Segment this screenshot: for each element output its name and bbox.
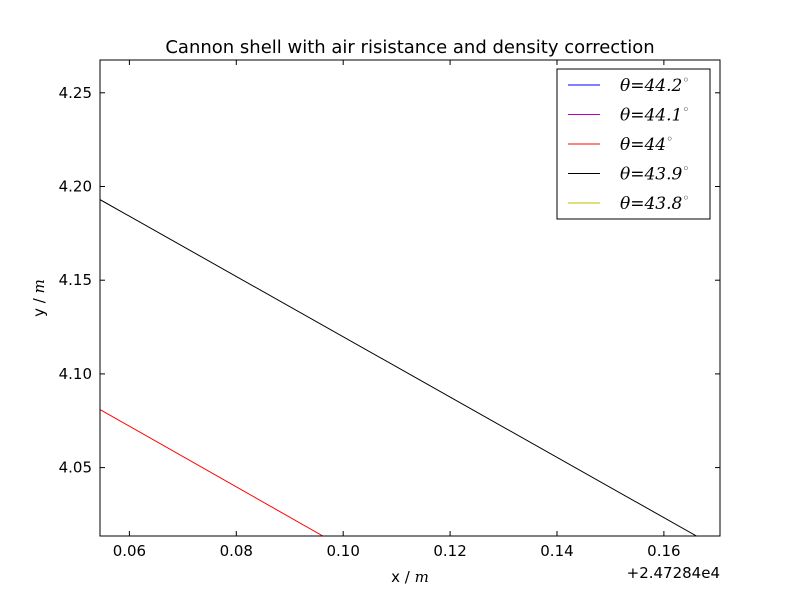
legend: θ=44.2◦ θ=44.1◦ θ=44◦ θ=43.9◦ θ=43.8◦ (556, 68, 711, 220)
x-offset-label: +2.47284e4 (627, 564, 720, 582)
y-tick-label: 4.05 (59, 459, 92, 477)
x-axis: 0.06 0.08 0.10 0.12 0.14 0.16 (113, 60, 681, 560)
y-axis-unit: m (30, 279, 48, 293)
y-axis: 4.05 4.10 4.15 4.20 4.25 (59, 84, 720, 477)
x-tick-label: 0.14 (540, 542, 573, 560)
chart-title: Cannon shell with air risistance and den… (165, 37, 654, 58)
y-tick-label: 4.20 (59, 177, 92, 195)
legend-label-1: θ=44.1◦ (620, 103, 689, 126)
series-line-3 (100, 199, 697, 536)
x-tick-label: 0.06 (113, 542, 146, 560)
legend-label-0: θ=44.2◦ (620, 73, 689, 96)
x-tick-label: 0.08 (220, 542, 253, 560)
legend-label-4: θ=43.8◦ (620, 191, 689, 214)
x-axis-label: x / m (391, 568, 429, 586)
series-line-2 (100, 409, 324, 536)
legend-label-3: θ=43.9◦ (620, 162, 689, 185)
y-axis-label-text: y / (30, 293, 48, 316)
y-tick-label: 4.15 (59, 271, 92, 289)
x-axis-unit: m (415, 568, 429, 586)
y-axis-label: y / m (30, 279, 48, 317)
y-tick-label: 4.10 (59, 365, 92, 383)
x-axis-label-text: x / (391, 568, 414, 586)
plot-frame (99, 59, 721, 537)
series-layer (100, 199, 697, 536)
legend-label-2: θ=44◦ (620, 132, 673, 155)
x-tick-label: 0.16 (647, 542, 680, 560)
x-tick-label: 0.10 (326, 542, 359, 560)
x-tick-label: 0.12 (433, 542, 466, 560)
y-tick-label: 4.25 (59, 84, 92, 102)
